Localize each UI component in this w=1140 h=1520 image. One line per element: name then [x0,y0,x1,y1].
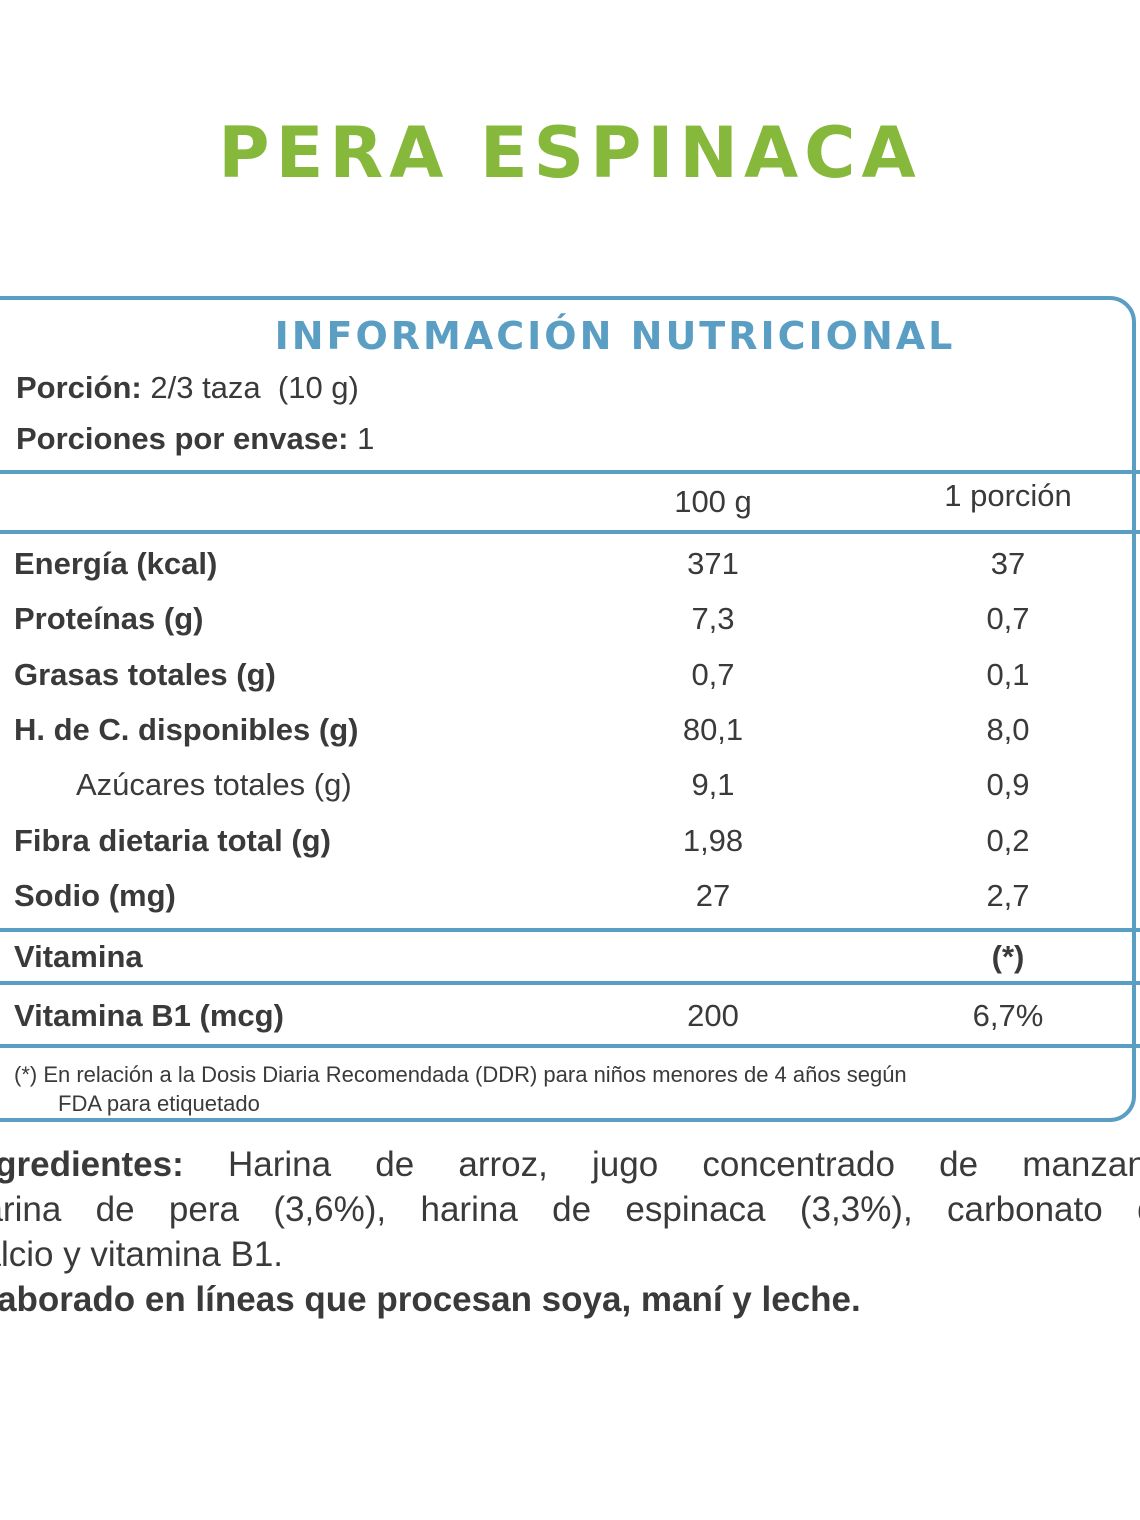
row-label: Sodio (mg) [14,877,176,913]
divider [0,470,1140,474]
row-value-100g: 27 [695,877,731,913]
divider [0,928,1140,932]
column-header-portion: 1 porción [944,478,1072,513]
row-label: Proteínas (g) [14,601,204,637]
table-row: Proteínas (g) 7,3 0,7 [0,601,1140,651]
row-label: H. de C. disponibles (g) [14,711,359,747]
row-value-100g: 7,3 [691,601,735,637]
vitamin-header-row: Vitamina (*) [0,939,1140,989]
row-value-portion: (*) [991,939,1025,974]
row-label: Vitamina B1 (mcg) [14,998,284,1033]
row-value-100g: 1,98 [682,822,744,858]
nutrition-heading: INFORMACIÓN NUTRICIONAL [274,314,956,358]
ingredients: Ingredientes: Harina de arroz, jugo conc… [0,1142,1140,1322]
table-row: Energía (kcal) 371 37 [0,546,1140,596]
table-row: Grasas totales (g) 0,7 0,1 [0,657,1140,707]
row-value-portion: 0,2 [986,822,1030,858]
serving-size: Porción: 2/3 taza (10 g) [16,370,359,406]
row-value-100g: 200 [687,998,739,1033]
allergen-warning: Elaborado en líneas que procesan soya, m… [0,1280,861,1319]
nutrition-panel-border [0,296,1136,1122]
product-title: PERA ESPINACA [218,112,922,194]
row-value-portion: 37 [990,546,1026,581]
servings-label: Porciones por envase: [16,421,349,456]
divider [0,981,1140,985]
table-row: Fibra dietaria total (g) 1,98 0,2 [0,823,1140,873]
row-value-portion: 0,7 [986,601,1030,637]
table-row: Azúcares totales (g) 9,1 0,9 [0,767,1140,817]
row-value-portion: 0,1 [986,656,1030,692]
row-value-100g: 9,1 [691,767,735,803]
row-label: Grasas totales (g) [14,656,276,692]
row-value-100g: 80,1 [682,711,744,747]
row-value-100g: 0,7 [691,656,735,692]
column-header-100g: 100 g [674,484,752,519]
servings-value: 1 [357,421,375,456]
ingredients-text: Harina de arroz, jugo concentrado de man… [183,1145,1140,1184]
row-value-portion: 6,7% [972,998,1044,1033]
ingredients-line: harina de pera (3,6%), harina de espinac… [0,1190,1140,1229]
row-label: Energía (kcal) [14,546,218,581]
row-label: Fibra dietaria total (g) [14,822,331,858]
allergen-line: Elaborado en líneas que procesan soya, m… [0,1277,1140,1322]
servings-per-container: Porciones por envase: 1 [16,421,374,457]
row-value-portion: 8,0 [986,711,1030,747]
row-value-portion: 0,9 [986,767,1030,803]
ingredients-line: calcio y vitamina B1. [0,1235,284,1274]
serving-label: Porción: [16,370,142,405]
row-value-portion: 2,7 [986,877,1030,913]
footnote-line: FDA para etiquetado [58,1091,260,1116]
divider [0,1044,1140,1048]
row-value-100g: 371 [687,546,739,581]
row-label: Vitamina [14,939,143,974]
table-row: Sodio (mg) 27 2,7 [0,878,1140,928]
serving-value: 2/3 taza (10 g) [150,370,359,405]
divider [0,530,1140,534]
ingredients-line: Ingredientes: Harina de arroz, jugo conc… [0,1142,1140,1187]
row-label: Azúcares totales (g) [76,767,352,803]
ingredients-label: Ingredientes: [0,1145,184,1184]
footnote-line: (*) En relación a la Dosis Diaria Recome… [14,1062,907,1087]
footnote: (*) En relación a la Dosis Diaria Recome… [14,1060,1114,1118]
table-row: H. de C. disponibles (g) 80,1 8,0 [0,712,1140,762]
table-row: Vitamina B1 (mcg) 200 6,7% [0,998,1140,1048]
